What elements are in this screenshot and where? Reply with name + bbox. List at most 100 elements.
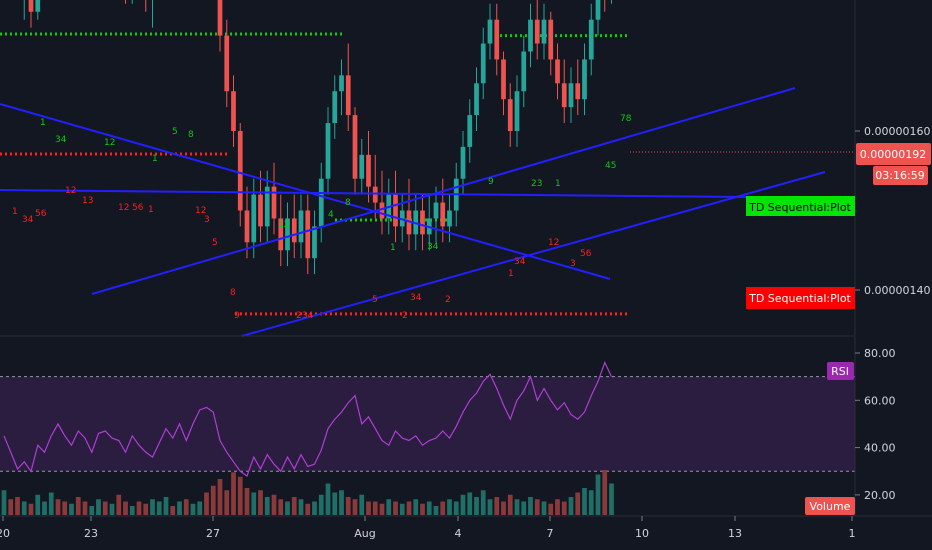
td-red-count: 34 [410,293,422,303]
volume-bar [345,497,351,515]
volume-bar [588,490,594,515]
candle-body [35,0,41,12]
candle-body [433,202,439,219]
horizontal-trendline[interactable] [0,189,856,199]
volume-bar [548,503,554,515]
candle-body [359,154,365,179]
candle-body [393,194,398,227]
rsi-tag-label: RSI [831,365,849,378]
volume-bar [291,497,297,515]
trendline-overlays[interactable] [0,87,856,337]
td-red-count: 12 [118,203,129,213]
candle-body [258,194,263,227]
td-red-count: 3 [570,259,576,269]
volume-bar [433,506,439,515]
rsi-tick-label: 20.00 [864,489,896,502]
volume-bar [231,472,236,515]
volume-bar [42,501,47,515]
td-red-count: 12 [65,186,76,196]
candle-body [528,19,533,52]
candle-body [224,35,230,92]
volume-bar [399,503,405,515]
descending-trendline-1[interactable] [0,103,611,280]
candle-body [507,99,513,131]
volume-bar [8,499,14,515]
volume-bar [339,490,344,515]
time-tick-label: 1 [849,527,856,540]
volume-bar [541,501,547,515]
candle-body [251,194,257,243]
volume-bar [258,490,263,515]
td-red-count: 34 [22,215,34,225]
td-green-count: 12 [278,220,289,230]
candle-body [332,91,338,124]
candle-body [487,19,493,44]
candle-body [285,218,290,251]
volume-bar [89,506,95,515]
candle-body [237,131,243,211]
candle-body [28,0,34,12]
volume-bar [55,499,61,515]
volume-bar [474,497,479,515]
candle-body [480,43,486,84]
candle-body [372,186,378,203]
td-red-count: 234 [296,311,313,321]
td-red-count: 3 [204,215,210,225]
td-red-count: 1 [508,269,514,279]
current-price-value: 0.00000192 [860,148,926,161]
time-axis[interactable]: 20 23 27 Aug 4 7 10 13 1 [0,516,856,540]
candle-body [352,115,358,179]
candle-body [460,146,466,179]
td-green-count: 1 [40,118,46,128]
time-tick-label: 27 [206,527,220,540]
ascending-channel-bottom[interactable] [241,171,826,337]
td-red-count: 1 [12,207,18,217]
ascending-channel-top[interactable] [91,87,796,295]
td-green-tag: TD Sequential:Plot [746,196,855,216]
volume-bar [352,499,358,515]
td-red-count: 56 [35,209,47,219]
td-red-count: 13 [82,196,93,206]
candle-body [575,83,581,100]
td-red-count: 2 [445,295,451,305]
candle-body [318,178,324,227]
volume-bar [561,501,567,515]
volume-bar [595,474,601,515]
candle-body [501,59,506,100]
volume-bar [568,497,574,515]
price-axis[interactable]: 0.000002400.000002200.000002000.00000160… [855,0,930,297]
td-red-count: 56 [132,203,144,213]
volume-bar [183,499,189,515]
volume-bar [278,499,284,515]
td-red-count: 8 [230,288,236,298]
volume-bar [163,497,169,515]
candle-body [231,91,236,131]
volume-bar [393,501,398,515]
rsi-axis[interactable]: 80.00 60.00 40.00 20.00 [855,347,896,502]
candle-body [447,210,452,227]
volume-bar [264,497,270,515]
td-green-count: 78 [620,114,632,124]
td-red-count: 5 [212,238,218,248]
volume-bar [453,501,459,515]
rsi-band [0,376,855,472]
td-green-tag-label: TD Sequential:Plot [748,201,851,214]
volume-bar [197,501,203,515]
candle-body [298,210,304,243]
td-green-count: 34 [427,242,439,252]
time-tick-label: Aug [354,527,375,540]
volume-bar [467,492,473,515]
price-tick-label: 0.00000160 [864,125,930,138]
candle-body [467,115,473,147]
rsi-pane [0,360,855,477]
time-tick-label: 23 [84,527,98,540]
volume-bar [420,503,425,515]
rsi-tick-label: 40.00 [864,442,896,455]
volume-pane [1,470,614,515]
volume-bar [21,501,27,515]
volume-bar [359,494,365,515]
volume-bar [372,501,378,515]
candle-body [420,210,425,235]
time-tick-label: 10 [635,527,649,540]
